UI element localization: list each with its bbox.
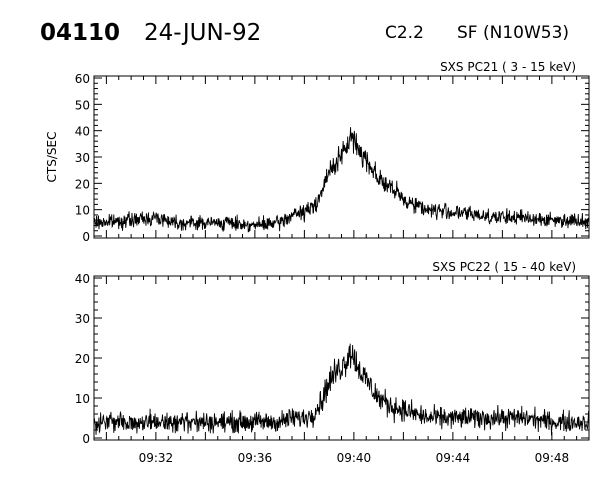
y-tick-label: 40: [75, 125, 90, 139]
x-tick-label: 09:44: [436, 451, 471, 465]
goes-class: C2.2: [385, 23, 424, 43]
y-axis-label: CTS/SEC: [45, 132, 59, 183]
data-series-line: [93, 127, 590, 233]
x-tick-label: 09:36: [238, 451, 273, 465]
y-tick-label: 40: [75, 272, 90, 286]
x-tick-label: 09:48: [535, 451, 570, 465]
y-tick-label: 30: [75, 312, 90, 326]
panel-title: SXS PC21 ( 3 - 15 keV): [440, 60, 576, 74]
y-tick-labels: 0 10 20 30 40: [75, 272, 90, 446]
axis-ticks: [94, 76, 590, 238]
plot-frame: [93, 275, 590, 441]
x-tick-label: 09:40: [337, 451, 372, 465]
y-tick-labels: 0 10 20 30 40 50 60: [75, 72, 90, 244]
y-tick-label: 10: [75, 392, 90, 406]
y-tick-label: 50: [75, 98, 90, 112]
x-tick-label: 09:32: [139, 451, 174, 465]
flare-location: SF (N10W53): [457, 23, 569, 43]
y-tick-label: 30: [75, 151, 90, 165]
y-tick-label: 0: [82, 230, 90, 244]
plot-frame: [93, 75, 590, 239]
panel-pc21: SXS PC21 ( 3 - 15 keV) CTS/SEC 0 10 20 30 40…: [45, 60, 590, 244]
data-series-line: [93, 343, 590, 436]
y-tick-label: 60: [75, 72, 90, 86]
y-tick-label: 0: [82, 432, 90, 446]
panel-title: SXS PC22 ( 15 - 40 keV): [432, 260, 576, 274]
y-tick-label: 20: [75, 352, 90, 366]
x-tick-labels: 09:32 09:36 09:40 09:44 09:48: [139, 451, 570, 465]
event-id: 04110: [40, 20, 120, 46]
y-tick-label: 20: [75, 177, 90, 191]
y-tick-label: 10: [75, 204, 90, 218]
event-date: 24-JUN-92: [144, 20, 261, 46]
